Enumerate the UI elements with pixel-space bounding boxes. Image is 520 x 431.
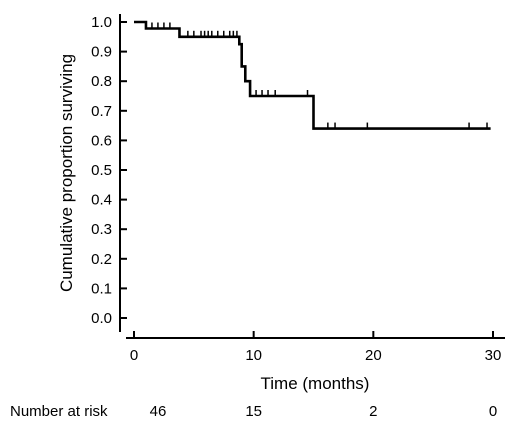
x-tick-label: 10 xyxy=(245,347,262,364)
survival-curve xyxy=(134,20,491,130)
x-tick-label: 20 xyxy=(365,347,382,364)
x-tick-label: 0 xyxy=(130,347,138,364)
y-tick-label: 0.2 xyxy=(91,251,112,268)
x-axis-title: Time (months) xyxy=(261,374,370,393)
number-at-risk-value: 15 xyxy=(245,403,262,420)
censor-marks xyxy=(151,22,488,129)
y-tick-label: 0.1 xyxy=(91,280,112,297)
y-tick-label: 0.7 xyxy=(91,103,112,120)
number-at-risk-value: 2 xyxy=(369,403,377,420)
chart-axes xyxy=(119,14,505,339)
y-tick-label: 0.4 xyxy=(91,192,112,209)
y-ticks: 0.0 0.1 0.2 0.3 0.4 0.5 0.6 0.7 0.8 0.9 1.0 xyxy=(91,14,127,327)
y-tick-label: 0.0 xyxy=(91,310,112,327)
number-at-risk-row: Number at risk 46 15 2 0 xyxy=(10,403,497,420)
y-tick-label: 0.6 xyxy=(91,132,112,149)
y-tick-label: 0.3 xyxy=(91,221,112,238)
number-at-risk-label: Number at risk xyxy=(10,403,108,420)
y-tick-label: 0.9 xyxy=(91,44,112,61)
y-tick-label: 0.8 xyxy=(91,73,112,90)
y-tick-label: 0.5 xyxy=(91,162,112,179)
y-tick-label: 1.0 xyxy=(91,14,112,31)
survival-step-line xyxy=(134,20,491,130)
x-ticks: 0 10 20 30 xyxy=(130,331,502,364)
number-at-risk-value: 46 xyxy=(150,403,167,420)
y-axis-title: Cumulative proportion surviving xyxy=(57,54,76,292)
number-at-risk-value: 0 xyxy=(489,403,497,420)
x-tick-label: 30 xyxy=(485,347,502,364)
